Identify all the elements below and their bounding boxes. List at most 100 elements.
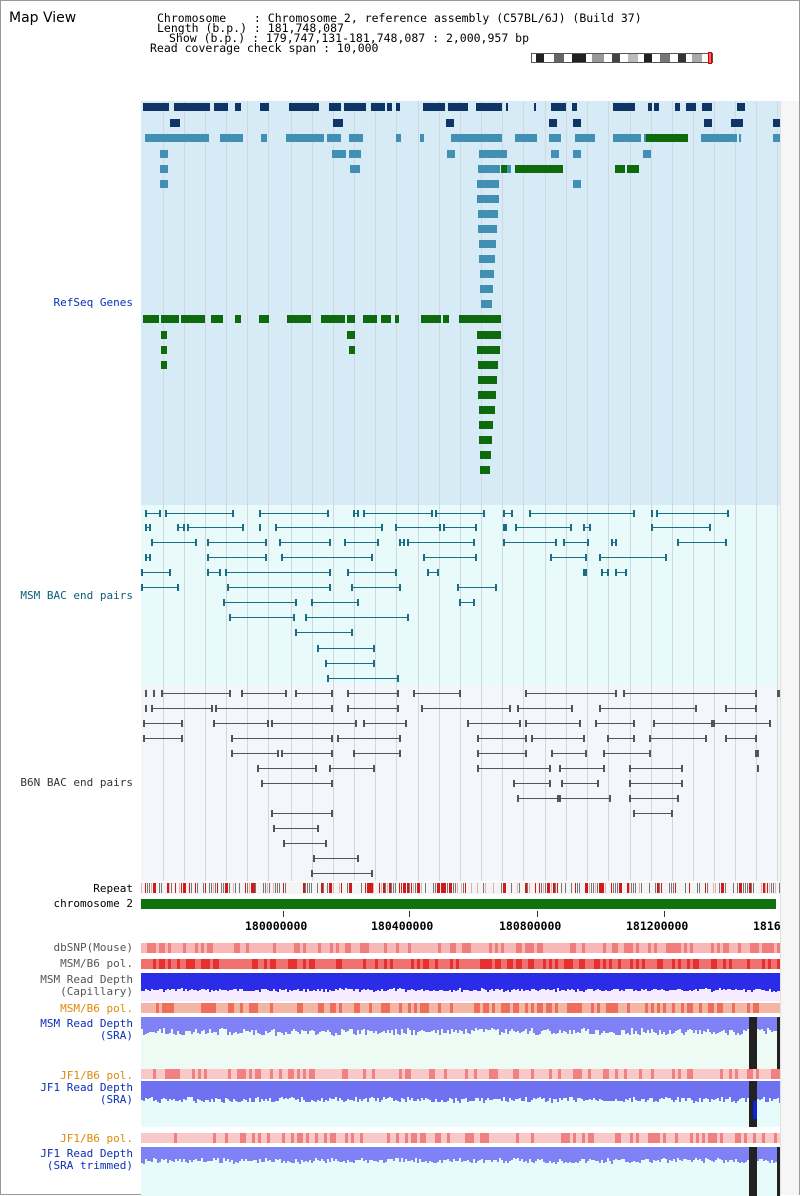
heat-cell bbox=[591, 1003, 594, 1013]
pair-end bbox=[399, 539, 401, 546]
heat-cell bbox=[699, 1003, 702, 1013]
heat-cell bbox=[738, 1133, 741, 1143]
variation-track-panel[interactable] bbox=[141, 941, 782, 1196]
grid-line bbox=[777, 685, 778, 881]
heat-cell bbox=[579, 1003, 582, 1013]
depth-bar bbox=[259, 1081, 261, 1102]
depth-bar bbox=[195, 973, 197, 990]
depth-bar bbox=[565, 1017, 567, 1032]
heat-cell bbox=[381, 1133, 384, 1143]
pair-end bbox=[477, 765, 479, 772]
repeat-mark bbox=[147, 883, 148, 893]
pair-end bbox=[295, 599, 297, 606]
gene-block bbox=[350, 165, 360, 173]
heat-cell bbox=[555, 943, 558, 953]
depth-bar bbox=[745, 1017, 747, 1031]
depth-bar bbox=[741, 973, 743, 990]
heat-cell bbox=[255, 959, 258, 969]
refseq-track-panel[interactable] bbox=[141, 101, 782, 505]
depth-bar bbox=[517, 1147, 519, 1158]
depth-bar bbox=[193, 1017, 195, 1032]
gene-block bbox=[613, 103, 635, 111]
depth-bar bbox=[337, 1017, 339, 1035]
heat-cell bbox=[741, 959, 744, 969]
b6n-bac-track-panel[interactable] bbox=[141, 685, 782, 881]
heat-cell bbox=[735, 943, 738, 953]
heat-cell bbox=[660, 959, 663, 969]
depth-bar bbox=[499, 1017, 501, 1035]
depth-bar bbox=[489, 1147, 491, 1160]
depth-bar bbox=[339, 1147, 341, 1162]
pair-end bbox=[399, 735, 401, 742]
heat-cell bbox=[558, 1133, 561, 1143]
vertical-scrollbar[interactable] bbox=[780, 101, 799, 1195]
repeat-mark bbox=[511, 883, 512, 893]
heat-cell bbox=[267, 943, 270, 953]
depth-bar bbox=[747, 1017, 749, 1029]
gene-block bbox=[421, 315, 441, 323]
repeat-mark bbox=[539, 883, 540, 893]
pair-end bbox=[633, 510, 635, 517]
depth-bar bbox=[551, 1081, 553, 1103]
depth-bar bbox=[625, 1017, 627, 1034]
depth-bar bbox=[579, 1017, 581, 1033]
repeat-mark bbox=[391, 883, 392, 893]
chromosome-ideogram[interactable] bbox=[531, 52, 713, 64]
bac-pair bbox=[145, 513, 161, 514]
depth-bar bbox=[717, 1147, 719, 1158]
heat-cell bbox=[273, 943, 276, 953]
heat-cell bbox=[381, 959, 384, 969]
heat-cell bbox=[306, 1069, 309, 1079]
depth-bar bbox=[271, 1147, 273, 1162]
heat-cell bbox=[684, 1133, 687, 1143]
depth-bar bbox=[337, 973, 339, 990]
depth-bar bbox=[641, 973, 643, 989]
depth-bar bbox=[159, 1081, 161, 1103]
depth-bar bbox=[489, 973, 491, 990]
heat-cell bbox=[282, 959, 285, 969]
msm-bac-track-panel[interactable] bbox=[141, 505, 782, 685]
pair-end bbox=[395, 524, 397, 531]
depth-bar bbox=[423, 973, 425, 991]
gene-block bbox=[477, 361, 499, 369]
gene-block bbox=[143, 103, 169, 111]
repeat-mark bbox=[183, 883, 186, 893]
depth-bar bbox=[369, 1081, 371, 1098]
depth-bar bbox=[677, 1081, 679, 1097]
heat-cell bbox=[516, 959, 519, 969]
depth-bar bbox=[533, 1147, 535, 1163]
pair-end bbox=[755, 750, 757, 757]
depth-bar bbox=[305, 1147, 307, 1161]
heat-cell bbox=[609, 943, 612, 953]
depth-bar bbox=[521, 1017, 523, 1032]
depth-bar bbox=[367, 973, 369, 989]
heat-cell bbox=[699, 1133, 702, 1143]
heat-cell bbox=[486, 943, 489, 953]
depth-bar bbox=[265, 1147, 267, 1158]
depth-bar bbox=[231, 1081, 233, 1102]
heat-cell bbox=[324, 943, 327, 953]
depth-bar bbox=[569, 1017, 571, 1030]
gene-block bbox=[448, 103, 468, 111]
pair-end bbox=[755, 705, 757, 712]
heat-cell bbox=[777, 1133, 780, 1143]
gene-block bbox=[344, 103, 366, 111]
grid-line bbox=[247, 505, 248, 685]
heat-cell bbox=[159, 1069, 162, 1079]
heat-cell bbox=[261, 943, 264, 953]
repeat-track-panel[interactable] bbox=[141, 882, 782, 894]
depth-bar bbox=[729, 973, 731, 989]
gene-block bbox=[220, 134, 242, 142]
depth-bar bbox=[309, 1081, 311, 1102]
depth-bar bbox=[721, 973, 723, 990]
depth-bar bbox=[671, 973, 673, 990]
heat-cell bbox=[183, 1133, 186, 1143]
depth-bar bbox=[731, 1147, 733, 1160]
depth-bar bbox=[487, 1017, 489, 1030]
depth-bar bbox=[317, 1081, 319, 1100]
heat-cell bbox=[354, 959, 357, 969]
depth-bar bbox=[225, 1147, 227, 1161]
gene-block bbox=[160, 165, 168, 173]
heat-cell bbox=[630, 959, 633, 969]
depth-bar bbox=[689, 1017, 691, 1029]
